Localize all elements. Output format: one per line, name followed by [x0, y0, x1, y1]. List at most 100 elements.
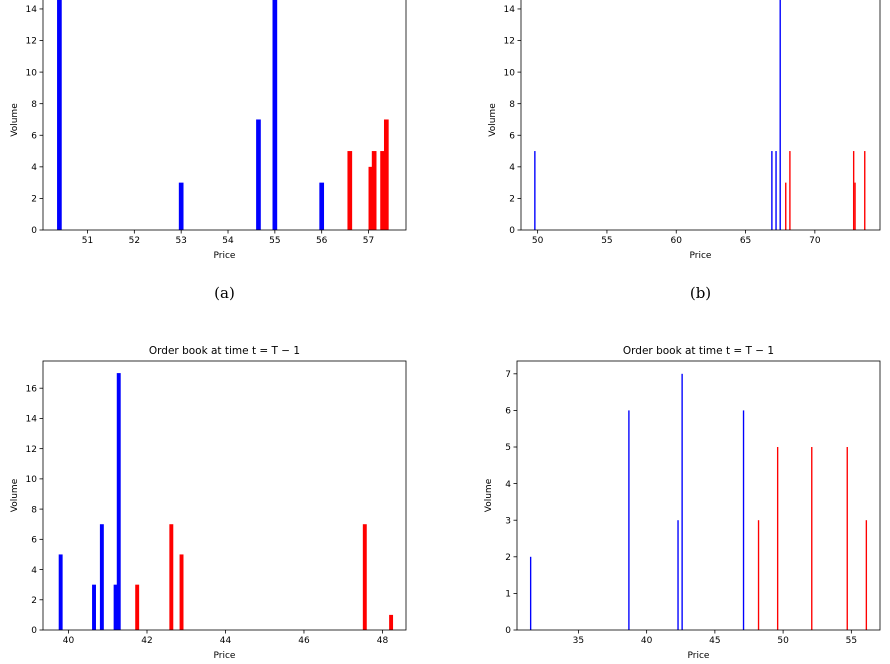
y-tick-label: 0	[505, 626, 511, 636]
bid-bar	[677, 520, 679, 630]
ask-bar	[380, 151, 385, 230]
bars	[529, 373, 868, 630]
panel-caption: (b)	[690, 284, 711, 302]
x-tick-label: 54	[222, 236, 234, 246]
y-axis-label: Volume	[10, 478, 20, 512]
x-tick-label: 46	[298, 636, 310, 646]
bid-bar	[99, 524, 104, 630]
y-tick-label: 8	[31, 505, 37, 515]
x-tick-label: 56	[316, 236, 328, 246]
y-tick-label: 6	[31, 131, 37, 141]
y-tick-label: 8	[31, 100, 37, 110]
bid-bar	[58, 554, 63, 630]
chart-title: Order book at time t = T − 1	[623, 345, 774, 357]
x-axis-label: Price	[688, 651, 710, 661]
x-tick-label: 42	[141, 636, 152, 646]
ask-bar	[785, 182, 787, 230]
bid-bar	[113, 584, 118, 630]
ask-bar	[811, 447, 813, 630]
y-tick-label: 12	[504, 37, 515, 47]
x-tick-label: 55	[269, 236, 280, 246]
y-tick-label: 14	[504, 5, 516, 15]
panel-caption: (a)	[214, 284, 235, 302]
y-tick-label: 16	[26, 384, 38, 394]
ask-bar	[789, 151, 791, 230]
x-tick-label: 48	[377, 636, 389, 646]
y-tick-label: 4	[509, 163, 515, 173]
ask-bar	[854, 182, 856, 230]
y-tick-label: 2	[31, 596, 37, 606]
x-tick-label: 55	[601, 236, 612, 246]
y-tick-label: 6	[509, 131, 515, 141]
y-tick-label: 2	[31, 195, 37, 205]
y-tick-label: 4	[31, 163, 37, 173]
x-tick-label: 35	[573, 636, 584, 646]
ask-bar	[169, 524, 174, 630]
y-tick-label: 12	[26, 445, 37, 455]
x-tick-label: 51	[82, 236, 93, 246]
x-tick-label: 40	[641, 636, 653, 646]
bid-bar	[534, 151, 536, 230]
y-tick-label: 10	[504, 68, 516, 78]
x-axis-label: Price	[690, 251, 712, 261]
ask-bar	[371, 151, 377, 230]
bid-bar	[92, 584, 96, 630]
bid-bar	[116, 373, 121, 630]
ask-bar	[347, 151, 353, 230]
ask-bar	[757, 520, 760, 630]
y-axis-label: Volume	[488, 103, 498, 137]
y-axis-label: Volume	[10, 103, 20, 137]
ask-bar	[368, 166, 374, 230]
y-tick-label: 10	[26, 475, 38, 485]
bars	[534, 0, 866, 230]
x-tick-label: 53	[175, 236, 186, 246]
y-tick-label: 12	[26, 37, 37, 47]
x-axis-label: Price	[214, 651, 236, 661]
x-tick-label: 45	[709, 636, 720, 646]
y-tick-label: 3	[505, 516, 511, 526]
bars	[58, 373, 394, 630]
chart-panel-1: 51 52 53 54 55 56 57 0 2 4 6 8 10 12 14 Price Volume (a)	[10, 0, 407, 302]
bid-bar	[57, 0, 62, 230]
ask-bar	[135, 584, 140, 630]
ask-bar	[776, 447, 779, 630]
axes-frame	[516, 360, 881, 631]
ask-bar	[865, 520, 868, 630]
axes-frame	[42, 360, 407, 631]
y-tick-label: 2	[505, 553, 511, 563]
y-tick-label: 6	[31, 536, 37, 546]
y-tick-label: 0	[509, 226, 515, 236]
ask-bar	[864, 151, 866, 230]
axes-frame	[42, 0, 407, 231]
bid-bar	[272, 0, 278, 230]
x-tick-label: 57	[363, 236, 374, 246]
y-tick-label: 8	[509, 100, 515, 110]
y-tick-label: 2	[509, 195, 515, 205]
bid-bar	[681, 373, 683, 630]
y-tick-label: 10	[26, 68, 38, 78]
bid-bar	[178, 182, 184, 230]
x-tick-label: 65	[740, 236, 751, 246]
x-tick-label: 50	[777, 636, 789, 646]
bid-bar	[256, 119, 261, 230]
x-tick-label: 70	[809, 236, 821, 246]
chart-panel-3: 40 42 44 46 480246810121416PriceVolumeOrder …	[10, 345, 407, 661]
bid-bar	[771, 151, 773, 230]
y-tick-label: 4	[505, 480, 511, 490]
y-tick-label: 0	[31, 626, 37, 636]
y-tick-label: 7	[505, 370, 511, 380]
x-tick-label: 40	[63, 636, 75, 646]
y-axis-label: Volume	[484, 478, 494, 512]
x-axis-label: Price	[214, 251, 236, 261]
bars	[57, 0, 389, 230]
y-tick-label: 4	[31, 566, 37, 576]
ask-bar	[362, 524, 367, 630]
ask-bar	[852, 151, 855, 230]
x-tick-label: 52	[129, 236, 140, 246]
ask-bar	[389, 614, 394, 630]
bid-bar	[628, 410, 630, 630]
y-tick-label: 5	[505, 443, 511, 453]
chart-title: Order book at time t = T − 1	[149, 345, 300, 357]
y-tick-label: 6	[505, 407, 511, 417]
